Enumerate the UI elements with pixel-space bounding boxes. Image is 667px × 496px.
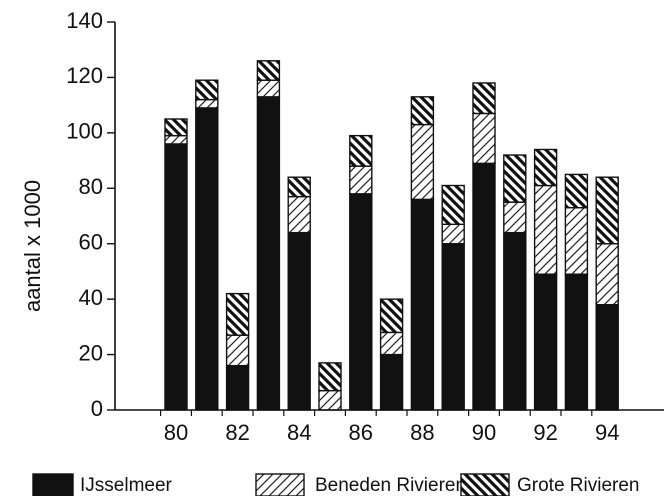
bar-83-segment-1 xyxy=(256,96,281,411)
bar-90-segment-3 xyxy=(472,82,496,115)
bar-94-segment-2 xyxy=(595,243,619,306)
legend-swatch-2 xyxy=(255,473,305,496)
bar-89-segment-3 xyxy=(441,184,465,226)
y-tick-label: 20 xyxy=(79,340,103,365)
legend-label-3: Grote Rivieren xyxy=(517,475,640,496)
x-tick-label: 88 xyxy=(410,420,434,445)
bar-93-segment-1 xyxy=(564,273,589,411)
bar-84-segment-1 xyxy=(287,231,311,411)
bar-87-segment-2 xyxy=(379,331,404,356)
legend-label-2: Beneden Rivieren xyxy=(315,475,466,496)
bar-82-segment-2 xyxy=(225,334,250,367)
bar-86-segment-3 xyxy=(349,134,373,167)
y-tick-label: 0 xyxy=(91,396,103,421)
y-tick-label: 100 xyxy=(66,119,103,144)
bar-82-segment-1 xyxy=(225,364,250,411)
y-axis: 0 20 40 60 80 100 120 140 xyxy=(66,8,116,421)
x-axis: 80 82 84 86 88 90 92 94 xyxy=(115,409,664,445)
bar-90-segment-2 xyxy=(472,112,496,165)
bar-93-segment-3 xyxy=(564,173,589,209)
bar-81-segment-2 xyxy=(195,98,219,109)
bar-85-segment-3 xyxy=(318,362,342,392)
bar-86-segment-2 xyxy=(349,165,373,195)
legend-swatch-1 xyxy=(32,473,74,496)
y-tick-label: 120 xyxy=(66,63,103,88)
bar-92-segment-3 xyxy=(533,148,558,187)
bar-91-segment-3 xyxy=(503,154,527,203)
bar-88-segment-2 xyxy=(410,123,435,201)
bar-80-segment-2 xyxy=(164,134,188,145)
x-tick-label: 82 xyxy=(225,420,249,445)
bar-84-segment-2 xyxy=(287,195,311,234)
bar-85-segment-2 xyxy=(318,389,342,411)
plot-area xyxy=(164,60,619,411)
legend-swatch-3 xyxy=(460,473,510,496)
bar-82-segment-3 xyxy=(225,292,250,336)
y-tick-label: 140 xyxy=(66,8,103,33)
bar-81-segment-1 xyxy=(195,107,219,411)
x-tick-label: 94 xyxy=(595,420,619,445)
bar-86-segment-1 xyxy=(349,193,373,411)
bar-88-segment-1 xyxy=(410,198,435,411)
bar-93-segment-2 xyxy=(564,206,589,275)
bar-87-segment-3 xyxy=(379,298,404,334)
bar-90-segment-1 xyxy=(472,162,496,411)
bar-94-segment-1 xyxy=(595,303,619,411)
x-tick-label: 90 xyxy=(472,420,496,445)
x-tick-label: 86 xyxy=(349,420,373,445)
x-tick-label: 84 xyxy=(287,420,311,445)
legend: IJsselmeer Beneden Rivieren Grote Rivieren xyxy=(32,473,640,496)
bar-88-segment-3 xyxy=(410,96,435,126)
bar-83-segment-3 xyxy=(256,60,281,81)
bar-80-segment-1 xyxy=(164,143,188,411)
bar-89-segment-2 xyxy=(441,223,465,245)
x-tick-label: 92 xyxy=(533,420,557,445)
y-tick-label: 80 xyxy=(79,174,103,199)
bar-91-segment-2 xyxy=(503,201,527,234)
bar-83-segment-2 xyxy=(256,79,281,98)
bar-92-segment-2 xyxy=(533,184,558,275)
bar-81-segment-3 xyxy=(195,79,219,101)
x-tick-label: 80 xyxy=(164,420,188,445)
y-axis-title: aantal x 1000 xyxy=(20,180,45,312)
y-tick-label: 60 xyxy=(79,230,103,255)
bar-89-segment-1 xyxy=(441,243,465,411)
bar-84-segment-3 xyxy=(287,176,311,198)
bar-94-segment-3 xyxy=(595,176,619,245)
bar-92-segment-1 xyxy=(533,273,558,411)
legend-label-1: IJsselmeer xyxy=(80,475,173,496)
y-tick-label: 40 xyxy=(79,285,103,310)
bar-87-segment-1 xyxy=(379,353,404,411)
bar-91-segment-1 xyxy=(503,231,527,411)
bar-80-segment-3 xyxy=(164,118,188,137)
